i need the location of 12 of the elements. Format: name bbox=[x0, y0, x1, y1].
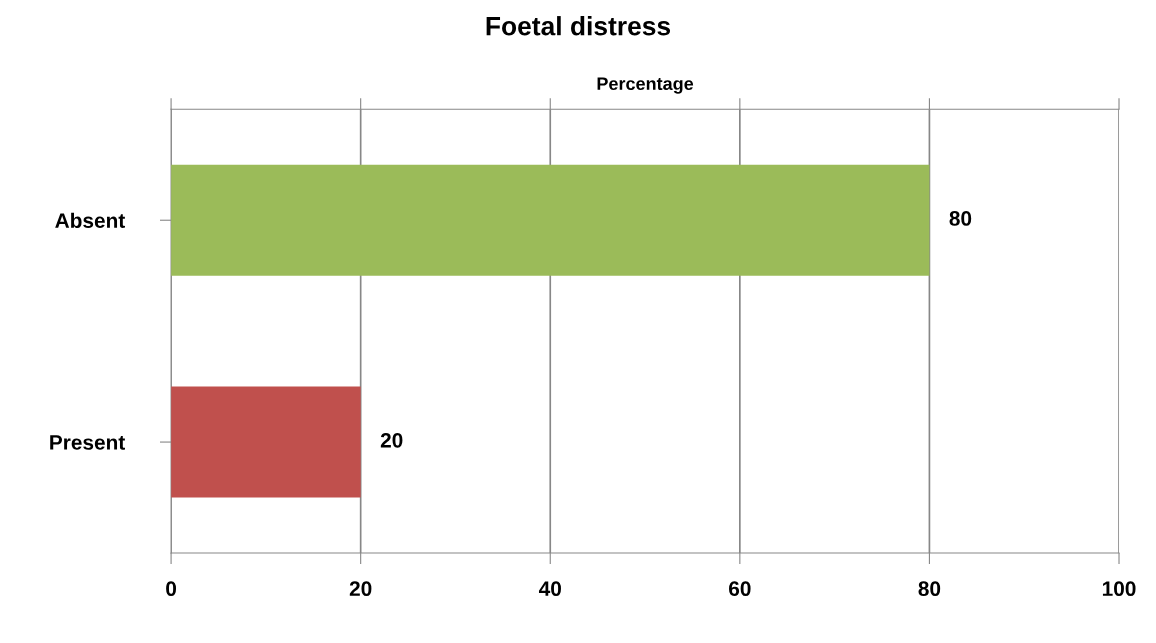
x-tick-label: 40 bbox=[538, 581, 561, 597]
data-label: 80 bbox=[949, 211, 972, 226]
x-tick-label: 100 bbox=[1102, 581, 1136, 597]
x-tick-label: 60 bbox=[729, 581, 751, 597]
y-tick-label: Present bbox=[50, 435, 125, 450]
x-tick-label: 20 bbox=[349, 581, 372, 597]
x-tick-label: 80 bbox=[918, 581, 941, 597]
y-tick-label: Absent bbox=[55, 212, 126, 228]
chart-title: Foetal distress bbox=[486, 16, 671, 36]
x-axis-title: Percentage bbox=[597, 77, 694, 94]
x-tick-label: 0 bbox=[166, 581, 177, 597]
data-label: 20 bbox=[380, 432, 403, 448]
